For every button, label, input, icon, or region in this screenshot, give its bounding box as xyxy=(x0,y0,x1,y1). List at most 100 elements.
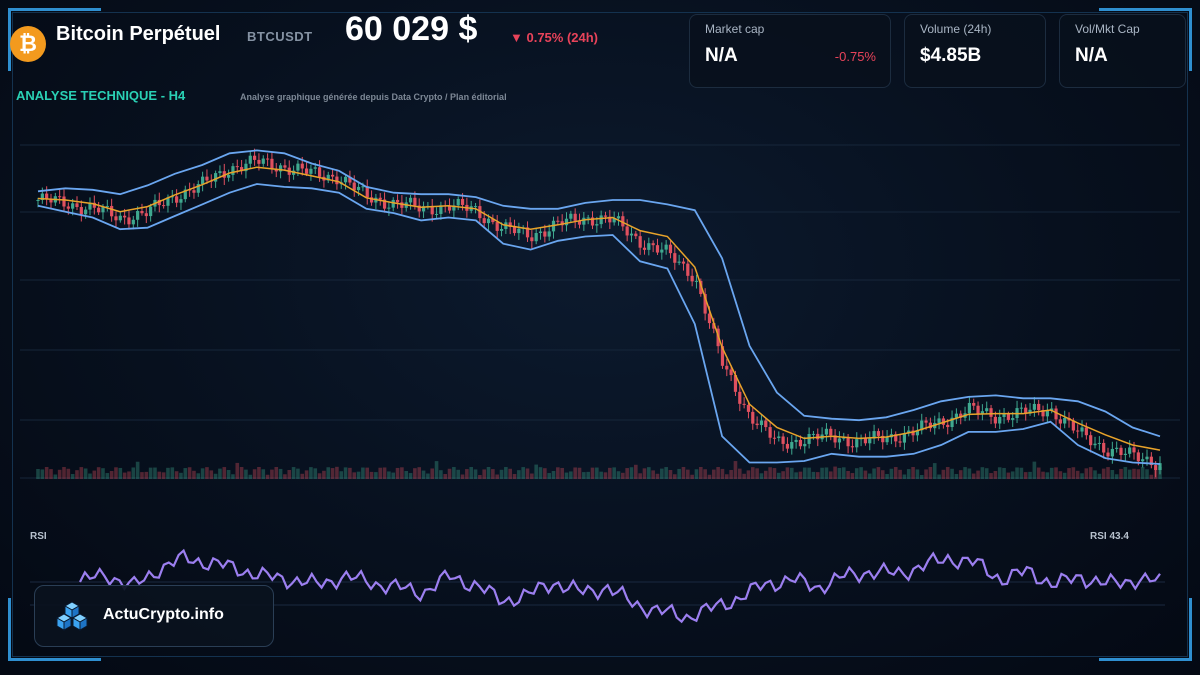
volume-bar xyxy=(924,469,928,479)
volume-bar xyxy=(980,467,985,479)
volume-bar xyxy=(322,470,326,479)
candle-body xyxy=(214,173,218,182)
volume-bar xyxy=(586,471,590,479)
volume-bar xyxy=(70,474,75,479)
analysis-title: ANALYSE TECHNIQUE - H4 xyxy=(16,88,186,103)
candle-body xyxy=(599,215,603,225)
candle-body xyxy=(751,411,755,424)
volume-bar xyxy=(1110,469,1115,479)
volume-bar xyxy=(789,467,794,479)
volume-bar xyxy=(686,469,690,479)
volume-bar xyxy=(772,468,777,479)
volume-bar xyxy=(222,467,227,479)
candle-body xyxy=(759,420,764,426)
candle-body xyxy=(811,433,816,435)
volume-bar xyxy=(170,467,175,479)
candle-body xyxy=(110,205,114,217)
volume-bar xyxy=(278,468,283,479)
corner-decoration xyxy=(8,598,101,661)
candle-body xyxy=(1141,459,1145,462)
bollinger-lower-band xyxy=(37,183,1161,465)
stat-label: Volume (24h) xyxy=(920,22,992,36)
candle-body xyxy=(573,213,577,221)
volume-bar xyxy=(608,467,612,479)
candle-body xyxy=(772,437,777,439)
candle-body xyxy=(543,231,547,237)
volume-bar xyxy=(1127,469,1132,479)
candle-body xyxy=(278,165,283,172)
volume-bar xyxy=(638,473,642,479)
candle-body xyxy=(166,197,170,206)
volume-bar xyxy=(361,467,365,479)
candle-body xyxy=(330,174,335,177)
volume-bar xyxy=(57,469,62,479)
candle-body xyxy=(699,280,703,295)
volume-bar xyxy=(1067,468,1071,479)
volume-bar xyxy=(374,472,378,479)
volume-bar xyxy=(261,469,266,479)
volume-bar xyxy=(906,469,911,479)
corner-decoration xyxy=(1099,598,1192,661)
volume-bar xyxy=(707,474,712,479)
volume-bar xyxy=(538,467,543,479)
candle-body xyxy=(79,207,83,215)
volume-bar xyxy=(677,468,681,479)
candle-body xyxy=(240,167,244,172)
volume-bar xyxy=(941,469,946,479)
candle-body xyxy=(681,261,686,264)
volume-bar xyxy=(96,467,101,479)
volume-bar xyxy=(945,467,950,479)
candle-body xyxy=(595,224,599,226)
candle-body xyxy=(1102,442,1106,453)
candle-body xyxy=(201,176,205,185)
candle-body xyxy=(387,207,391,209)
volume-bars xyxy=(36,461,1162,479)
volume-bar xyxy=(140,472,144,479)
volume-bar xyxy=(413,468,417,479)
bollinger-upper-band xyxy=(37,149,1161,438)
candle-body xyxy=(911,430,915,436)
candle-body xyxy=(274,168,278,172)
candle-body xyxy=(1041,410,1045,417)
candle-body xyxy=(144,213,148,217)
volume-bar xyxy=(534,464,538,479)
volume-bar xyxy=(1054,467,1058,479)
candle-body xyxy=(1158,463,1162,471)
volume-bar xyxy=(750,467,755,479)
brand-badge[interactable]: ActuCrypto.info xyxy=(34,585,274,647)
volume-bar xyxy=(339,471,344,479)
stat-card-vol-mkt-cap: Vol/Mkt Cap N/A xyxy=(1059,14,1186,88)
stat-change: -0.75% xyxy=(834,49,876,64)
candle-body xyxy=(785,443,790,449)
volume-bar xyxy=(876,467,881,479)
volume-bar xyxy=(135,461,140,479)
volume-bar xyxy=(265,474,270,479)
volume-bar xyxy=(564,472,569,479)
volume-bar xyxy=(673,474,677,479)
volume-bar xyxy=(1058,471,1063,479)
volume-bar xyxy=(911,467,915,479)
volume-bar xyxy=(716,467,720,479)
candle-body xyxy=(647,243,651,250)
volume-bar xyxy=(209,470,214,479)
candle-body xyxy=(1080,427,1084,432)
candle-body xyxy=(88,202,92,210)
volume-bar xyxy=(521,467,525,479)
volume-bar xyxy=(599,471,603,479)
candle-body xyxy=(655,245,660,253)
volume-bar xyxy=(270,469,274,479)
candle-body xyxy=(478,206,482,219)
volume-bar xyxy=(971,473,976,479)
candle-body xyxy=(1019,407,1023,409)
candle-body xyxy=(66,206,70,209)
candle-body xyxy=(582,217,586,225)
volume-bar xyxy=(530,473,534,479)
volume-bar xyxy=(1032,461,1037,479)
volume-bar xyxy=(1097,473,1102,479)
candle-body xyxy=(967,402,971,414)
volume-bar xyxy=(252,469,257,479)
candle-body xyxy=(738,391,742,404)
candle-body xyxy=(1002,413,1006,417)
candle-body xyxy=(976,405,980,414)
